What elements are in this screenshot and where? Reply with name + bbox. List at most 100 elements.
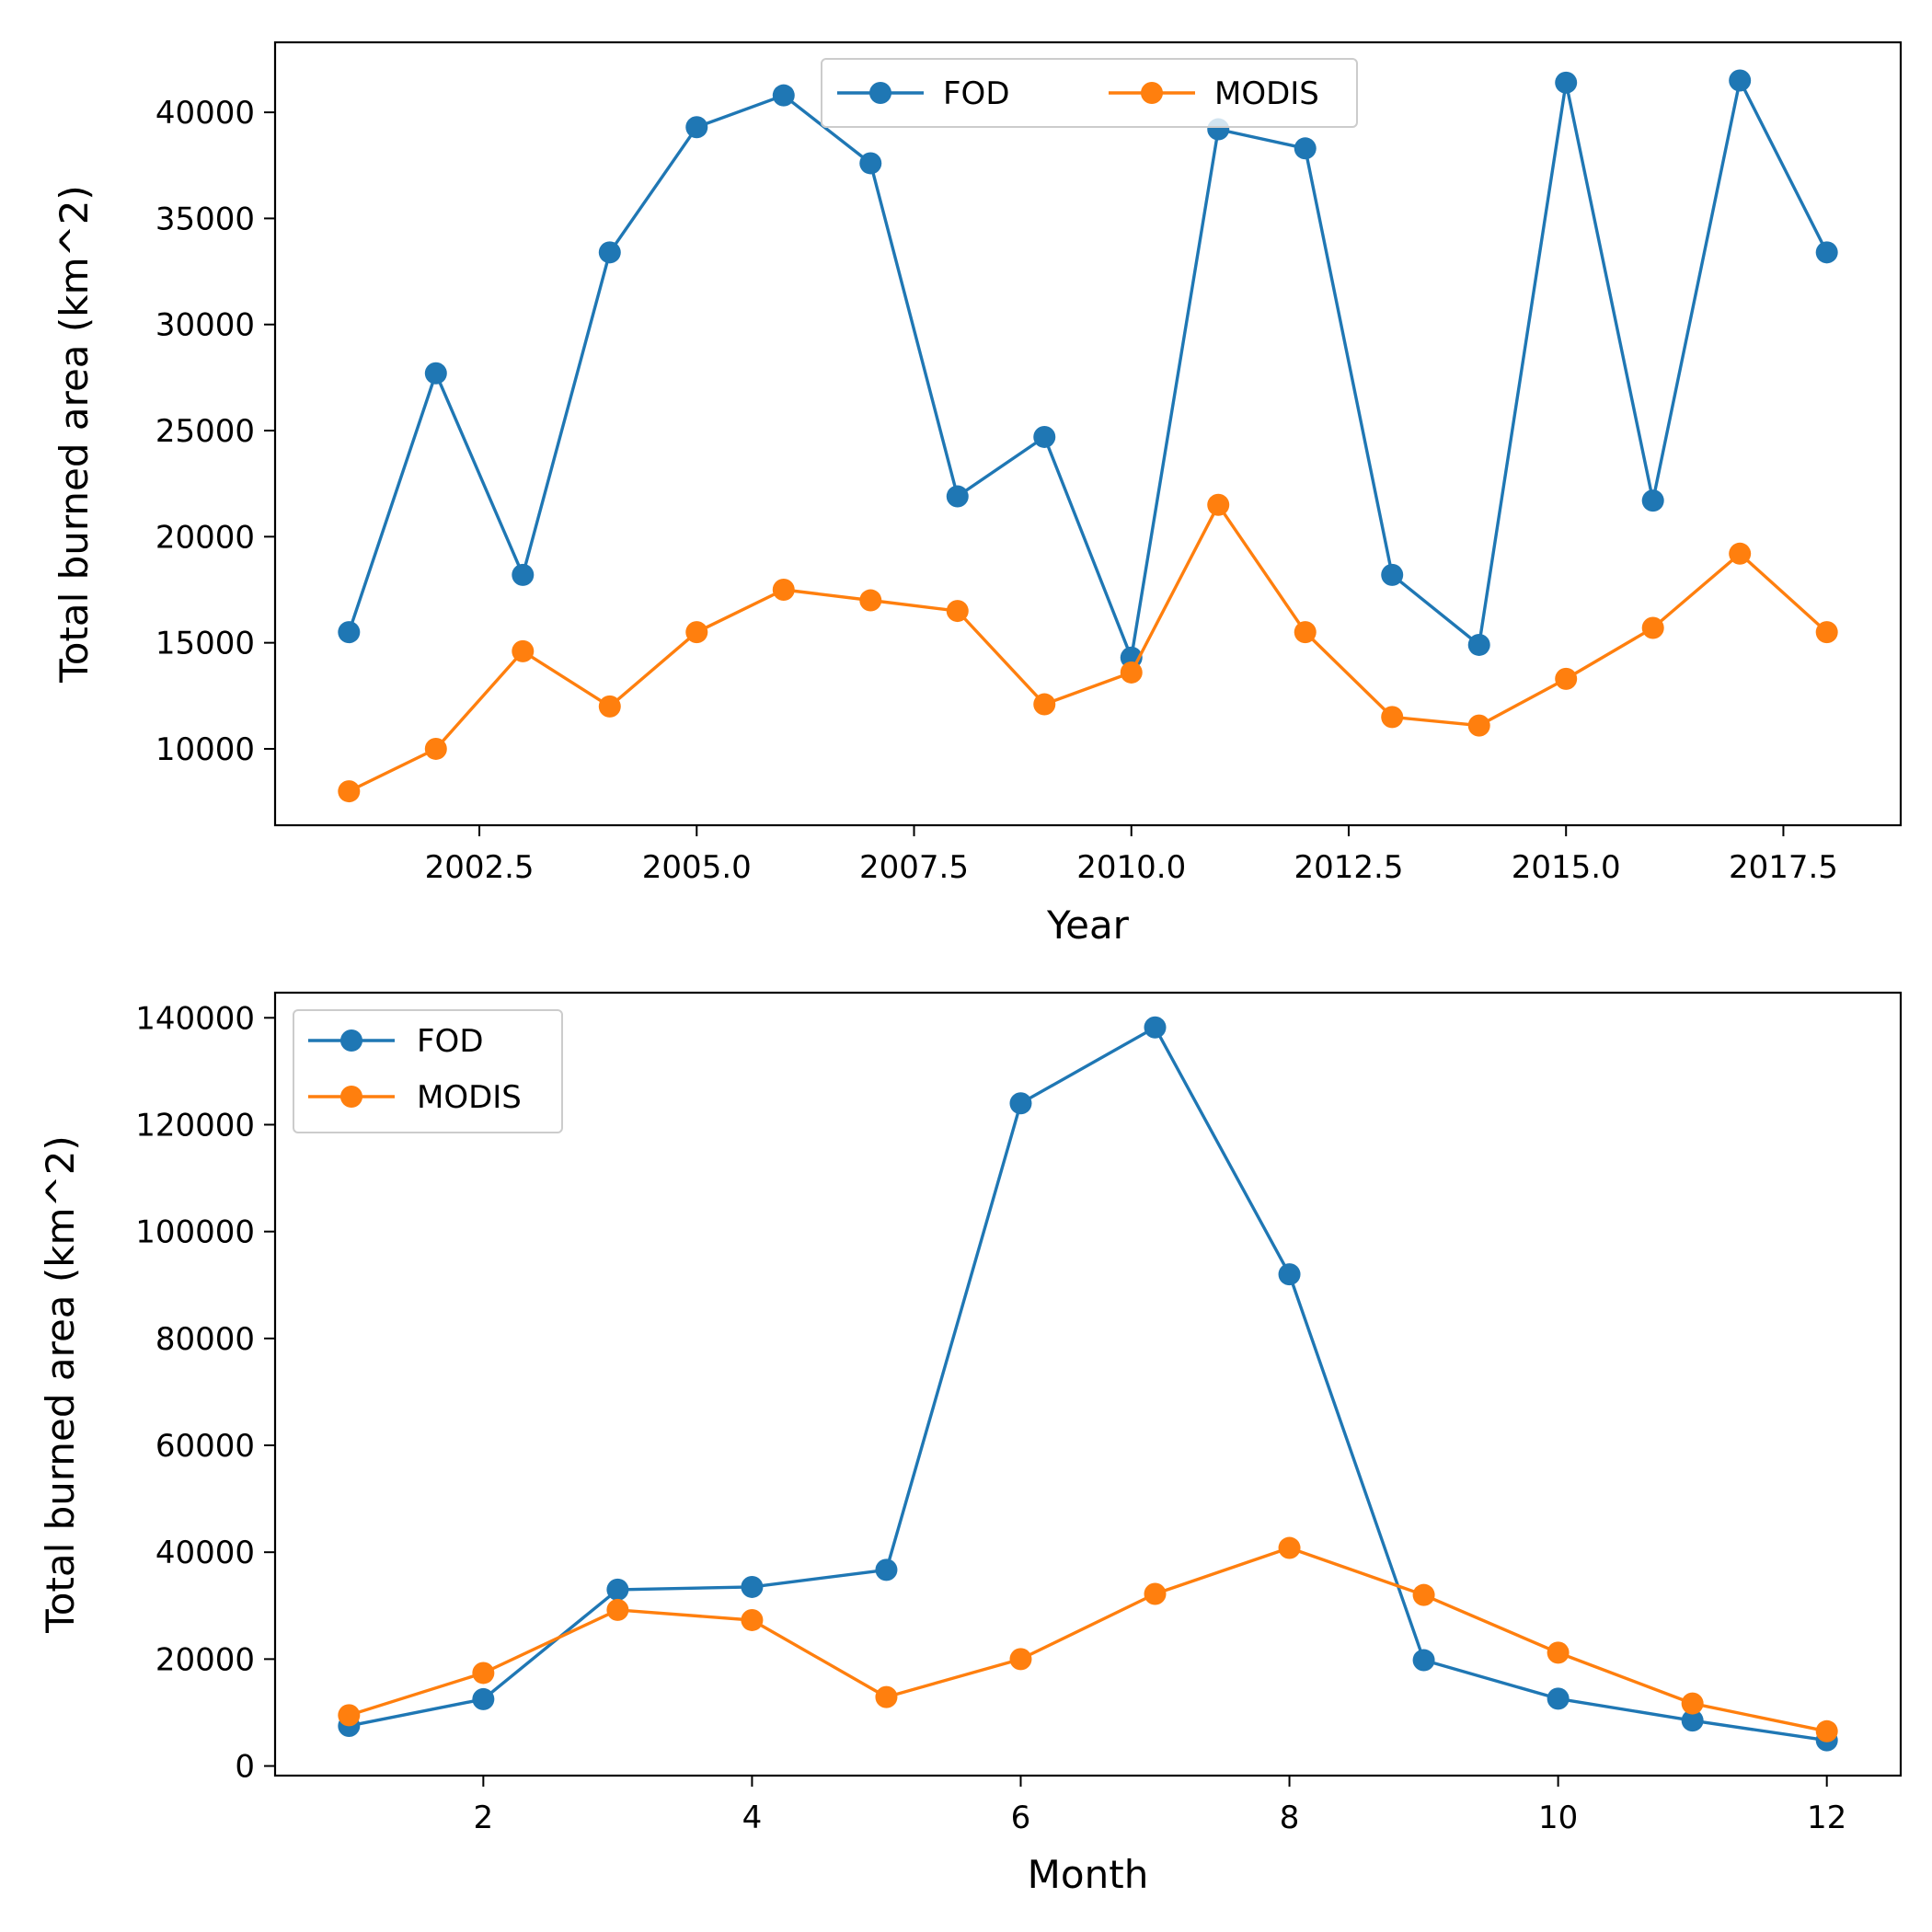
data-point-fod [1278,1263,1301,1286]
legend-label-modis: MODIS [1214,75,1319,112]
legend: FOD MODIS [821,58,1358,128]
y-tick-label: 10000 [155,731,255,768]
data-point-fod [1381,563,1404,586]
data-point-modis [1009,1648,1032,1671]
data-point-modis [338,1704,361,1727]
x-tick-label: 2017.5 [1729,849,1838,886]
data-point-fod [1555,71,1578,94]
data-point-modis [1815,1719,1838,1742]
data-point-modis [1294,621,1317,644]
x-tick-label: 12 [1807,1800,1846,1836]
y-tick-label: 140000 [135,1000,255,1037]
data-point-fod [606,1578,629,1601]
y-tick-label: 20000 [155,1641,255,1678]
x-axis-label: Year [1046,903,1130,948]
series-line-modis [348,1546,1828,1733]
data-point-fod [1009,1092,1032,1115]
legend-label-modis: MODIS [417,1079,522,1116]
y-tick-label: 100000 [135,1214,255,1251]
data-point-fod [1294,137,1317,160]
y-axis-label: Total burned area (km^2) [52,185,97,684]
data-point-fod [1641,489,1664,512]
legend-entry-modis: MODIS [308,1079,522,1116]
y-tick-label: 120000 [135,1107,255,1144]
series-group [338,69,1838,803]
data-point-fod [1729,69,1752,92]
legend-entry-fod: FOD [837,75,1010,112]
tick-group: 2002.5 2005.0 2007.5 2010.0 2012.5 2015.0 2017… [155,95,1838,886]
data-point-modis [1412,1583,1435,1606]
y-tick-label: 20000 [155,519,255,556]
y-tick-label: 80000 [155,1321,255,1358]
data-point-modis [685,621,708,644]
x-tick-label: 2005.0 [642,849,752,886]
series-line-fod [348,1026,1827,1742]
x-axis-label: Month [1028,1852,1149,1897]
data-point-fod [338,621,361,644]
x-tick-label: 2 [474,1800,494,1836]
data-point-fod [1033,425,1056,448]
x-tick-label: 2002.5 [425,849,535,886]
data-point-fod [1144,1016,1167,1039]
data-point-modis [1120,661,1143,684]
x-tick-label: 4 [742,1800,763,1836]
legend-marker-fod [869,82,891,104]
data-point-fod [472,1687,495,1710]
y-tick-label: 60000 [155,1428,255,1465]
x-tick-label: 2012.5 [1294,849,1403,886]
data-point-fod [875,1558,898,1581]
data-point-modis [424,737,447,760]
y-tick-label: 40000 [155,95,255,132]
yearly-chart: 2002.5 2005.0 2007.5 2010.0 2012.5 2015.0 2017… [52,40,1903,948]
y-tick-label: 35000 [155,201,255,237]
data-point-modis [338,780,361,803]
data-point-fod [741,1575,764,1598]
x-tick-label: 10 [1538,1800,1578,1836]
data-point-modis [1729,542,1752,565]
x-tick-label: 2010.0 [1076,849,1186,886]
data-point-modis [859,589,882,612]
series-line-modis [348,503,1828,793]
data-point-fod [512,563,535,586]
x-tick-label: 8 [1280,1800,1300,1836]
data-point-fod [685,116,708,139]
data-point-fod [772,84,795,107]
data-point-modis [875,1685,898,1708]
legend-entry-fod: FOD [308,1023,484,1060]
legend-marker-modis [340,1086,362,1108]
data-point-modis [598,695,621,718]
data-point-modis [1555,667,1578,690]
monthly-chart: 2 4 6 8 10 12 0 20000 40000 60000 80000 100000 12000… [38,991,1903,1897]
data-point-modis [1207,493,1230,516]
legend-entry-modis: MODIS [1109,75,1319,112]
data-point-fod [946,485,969,508]
data-point-modis [1815,621,1838,644]
y-tick-label: 25000 [155,413,255,450]
series-line-fod [347,78,1829,660]
plot-frame [273,40,1903,827]
y-tick-label: 30000 [155,307,255,344]
data-point-modis [1641,616,1664,639]
data-point-modis [741,1608,764,1631]
y-tick-label: 0 [235,1749,255,1786]
legend-label-fod: FOD [943,75,1010,112]
data-point-modis [1278,1536,1301,1559]
data-point-modis [1381,706,1404,729]
data-point-modis [512,639,535,662]
data-point-modis [472,1662,495,1685]
series-group [338,1016,1838,1752]
data-point-modis [772,579,795,602]
data-point-modis [1547,1641,1570,1664]
data-point-fod [1412,1649,1435,1672]
data-point-fod [1681,1709,1704,1732]
y-tick-label: 40000 [155,1535,255,1571]
x-tick-label: 2007.5 [859,849,969,886]
data-point-modis [1033,693,1056,716]
tick-group: 2 4 6 8 10 12 0 20000 40000 60000 80000 100000 12000… [135,1000,1846,1836]
legend-label-fod: FOD [417,1023,484,1060]
data-point-fod [598,241,621,264]
data-point-modis [946,600,969,623]
legend: FOD MODIS [293,1009,563,1133]
